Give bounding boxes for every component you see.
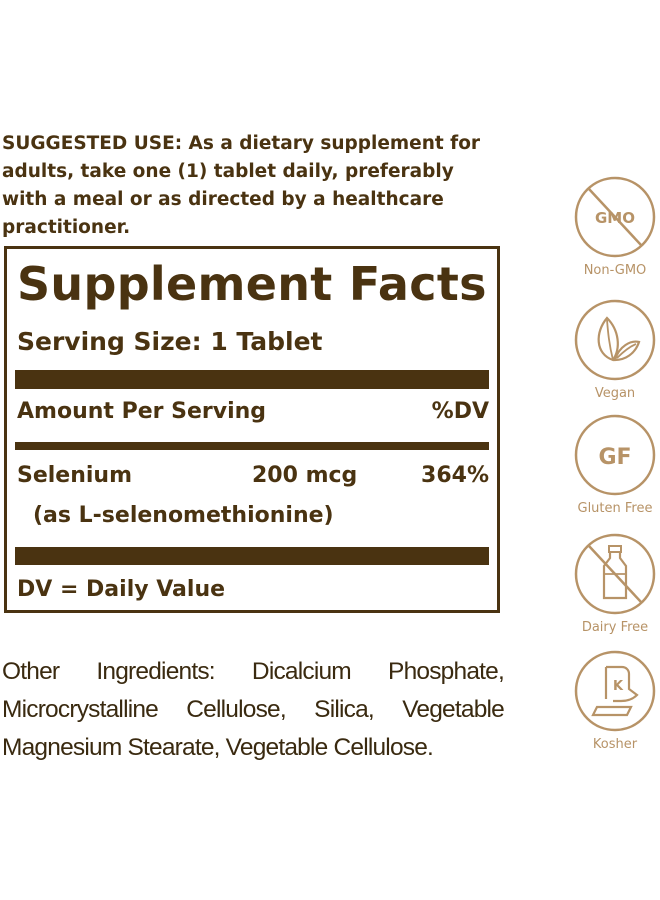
suggested-use-text: SUGGESTED USE: As a dietary supplement f…	[2, 133, 481, 238]
gmo-crossed-icon: GMO	[574, 176, 656, 258]
divider-thick-top	[15, 370, 489, 389]
svg-text:GF: GF	[598, 445, 631, 470]
badge-label: Vegan	[594, 386, 636, 401]
svg-text:GMO: GMO	[595, 209, 635, 227]
divider-thin	[15, 442, 489, 450]
kosher-icon: K	[574, 650, 656, 732]
badge-gluten-free: GF Gluten Free	[570, 413, 660, 516]
divider-thick-bottom	[15, 547, 489, 565]
badge-kosher: K Kosher	[570, 649, 660, 752]
badge-label: Kosher	[592, 737, 638, 752]
dv-header: %DV	[431, 399, 489, 424]
milk-bottle-crossed-icon	[574, 533, 656, 615]
supplement-facts-panel: Supplement Facts Serving Size: 1 Tablet …	[4, 246, 500, 613]
facts-title: Supplement Facts	[17, 257, 487, 311]
badge-label: Gluten Free	[577, 501, 653, 516]
nutrient-dv: 364%	[421, 463, 489, 488]
nutrient-source: (as L-selenomethionine)	[33, 503, 334, 528]
badge-non-gmo: GMO Non-GMO	[570, 175, 660, 278]
other-ingredients-text: Other Ingredients: Dicalcium Phosphate, …	[2, 658, 505, 761]
gf-icon: GF	[574, 414, 656, 496]
svg-text:K: K	[613, 679, 624, 694]
nutrient-name: Selenium	[17, 463, 133, 488]
dv-footnote: DV = Daily Value	[17, 577, 226, 602]
badge-label: Dairy Free	[581, 620, 649, 635]
serving-size: Serving Size: 1 Tablet	[17, 327, 323, 356]
nutrient-amount: 200 mcg	[252, 463, 358, 488]
leaf-icon	[574, 299, 656, 381]
badge-vegan: Vegan	[570, 298, 660, 401]
badge-label: Non-GMO	[583, 263, 647, 278]
amount-per-serving-header: Amount Per Serving	[17, 399, 267, 424]
badge-dairy-free: Dairy Free	[570, 532, 660, 635]
